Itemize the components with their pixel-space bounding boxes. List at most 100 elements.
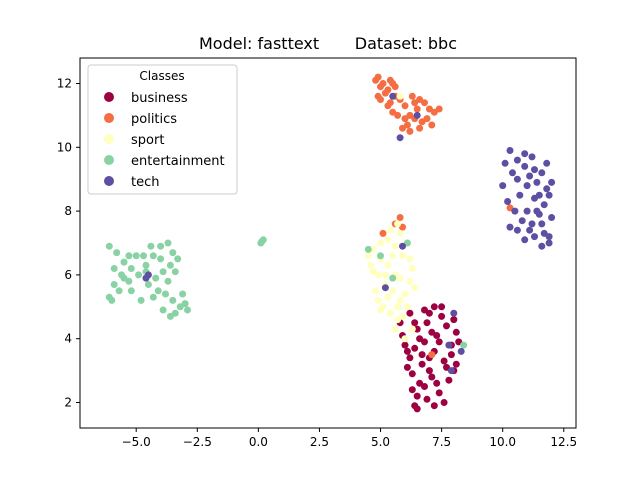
scatter-point-business-27 — [440, 399, 448, 406]
scatter-point-entertainment-32 — [157, 255, 165, 263]
scatter-point-sport-38 — [384, 293, 392, 301]
scatter-point-tech-19 — [501, 159, 509, 167]
scatter-point-tech-36 — [545, 233, 553, 241]
scatter-point-politics-31 — [374, 92, 382, 100]
scatter-point-tech-5 — [538, 169, 546, 177]
scatter-point-sport-6 — [396, 296, 404, 304]
scatter-point-business-38 — [433, 379, 441, 387]
scatter-point-tech-38 — [513, 175, 521, 183]
scatter-point-entertainment-47 — [364, 245, 372, 253]
scatter-point-entertainment-41 — [159, 306, 167, 314]
scatter-point-entertainment-25 — [179, 290, 187, 298]
legend-marker-sport — [104, 134, 114, 144]
x-tick-label-0: −5.0 — [122, 435, 151, 449]
legend-marker-politics — [104, 113, 114, 123]
scatter-point-tech-6 — [543, 185, 551, 193]
scatter-point-sport-32 — [374, 296, 382, 304]
scatter-point-entertainment-0 — [105, 242, 113, 250]
scatter-point-politics-38 — [396, 214, 404, 221]
scatter-point-politics-19 — [399, 124, 406, 132]
scatter-point-sport-17 — [396, 229, 404, 237]
scatter-point-politics-32 — [389, 80, 397, 87]
scatter-point-tech-31 — [535, 191, 543, 199]
points-layer — [105, 73, 556, 413]
scatter-point-tech-50 — [144, 271, 152, 279]
scatter-point-tech-43 — [399, 242, 406, 250]
scatter-point-sport-26 — [411, 284, 419, 292]
legend-title: Classes — [139, 69, 184, 83]
scatter-point-sport-11 — [406, 277, 414, 285]
scatter-point-entertainment-24 — [181, 300, 189, 308]
scatter-point-entertainment-12 — [157, 242, 165, 250]
legend-label-tech: tech — [131, 175, 159, 190]
scatter-point-business-49 — [411, 319, 419, 327]
scatter-point-business-17 — [418, 351, 426, 359]
scatter-point-politics-17 — [394, 111, 402, 119]
scatter-point-entertainment-38 — [110, 265, 118, 272]
scatter-point-politics-7 — [401, 102, 409, 110]
legend-box — [87, 64, 238, 195]
chart-title: Model: fasttext Dataset: bbc — [199, 34, 457, 53]
scatter-point-entertainment-33 — [164, 277, 172, 285]
scatter-point-business-4 — [425, 367, 433, 375]
scatter-point-tech-14 — [545, 239, 553, 247]
scatter-point-tech-39 — [538, 220, 546, 228]
x-axis: −5.0 −2.5 0.0 2.5 5.0 7.5 10.0 12.5 — [122, 428, 577, 449]
scatter-point-tech-21 — [545, 191, 553, 199]
scatter-point-politics-35 — [416, 124, 424, 132]
scatter-point-business-29 — [447, 351, 455, 359]
scatter-point-sport-31 — [399, 312, 406, 320]
scatter-point-entertainment-48 — [377, 252, 384, 260]
scatter-point-entertainment-36 — [137, 296, 145, 304]
scatter-point-business-3 — [440, 357, 448, 365]
x-tick-label-7: 12.5 — [550, 435, 577, 449]
scatter-point-entertainment-14 — [169, 249, 177, 257]
scatter-point-entertainment-17 — [152, 274, 160, 282]
scatter-point-sport-33 — [386, 226, 394, 234]
scatter-point-business-16 — [401, 341, 409, 349]
scatter-point-tech-41 — [396, 134, 404, 142]
scatter-point-sport-39 — [396, 274, 404, 282]
scatter-point-sport-35 — [377, 239, 384, 247]
scatter-point-entertainment-20 — [162, 290, 169, 298]
scatter-point-business-34 — [428, 328, 436, 336]
scatter-point-entertainment-3 — [127, 265, 135, 272]
legend-label-sport: sport — [131, 133, 164, 148]
scatter-point-tech-46 — [445, 341, 453, 349]
scatter-point-business-33 — [435, 338, 443, 346]
scatter-point-business-46 — [421, 306, 428, 314]
y-tick-label-2: 6 — [64, 268, 72, 282]
scatter-point-politics-33 — [411, 99, 419, 107]
y-tick-label-0: 2 — [64, 395, 72, 409]
scatter-point-politics-30 — [435, 105, 443, 113]
scatter-point-business-8 — [423, 395, 431, 403]
scatter-point-politics-29 — [406, 127, 414, 135]
scatter-point-tech-3 — [526, 172, 534, 180]
scatter-point-entertainment-26 — [147, 242, 155, 250]
scatter-point-business-25 — [413, 392, 421, 400]
scatter-point-tech-17 — [504, 198, 512, 205]
x-tick-label-1: −2.5 — [183, 435, 212, 449]
scatter-point-politics-16 — [381, 89, 389, 97]
legend-marker-tech — [104, 176, 114, 186]
scatter-point-sport-28 — [381, 271, 389, 279]
scatter-point-business-41 — [413, 405, 421, 413]
scatter-point-tech-24 — [533, 207, 541, 215]
scatter-point-politics-23 — [372, 76, 380, 84]
scatter-point-sport-40 — [396, 92, 404, 100]
scatter-point-entertainment-40 — [149, 293, 157, 301]
scatter-point-entertainment-2 — [120, 258, 128, 266]
scatter-point-tech-2 — [521, 162, 529, 170]
scatter-point-tech-0 — [506, 147, 514, 154]
scatter-point-sport-21 — [377, 306, 384, 314]
scatter-point-business-13 — [443, 322, 450, 330]
x-tick-label-5: 7.5 — [432, 435, 451, 449]
scatter-point-business-47 — [452, 328, 460, 336]
legend: Classes business politics sport entertainme… — [87, 64, 238, 195]
scatter-point-sport-20 — [372, 287, 380, 295]
scatter-point-sport-10 — [401, 290, 409, 298]
plot-frame — [79, 57, 577, 429]
scatter-point-sport-34 — [394, 220, 402, 228]
scatter-point-business-43 — [438, 303, 446, 311]
